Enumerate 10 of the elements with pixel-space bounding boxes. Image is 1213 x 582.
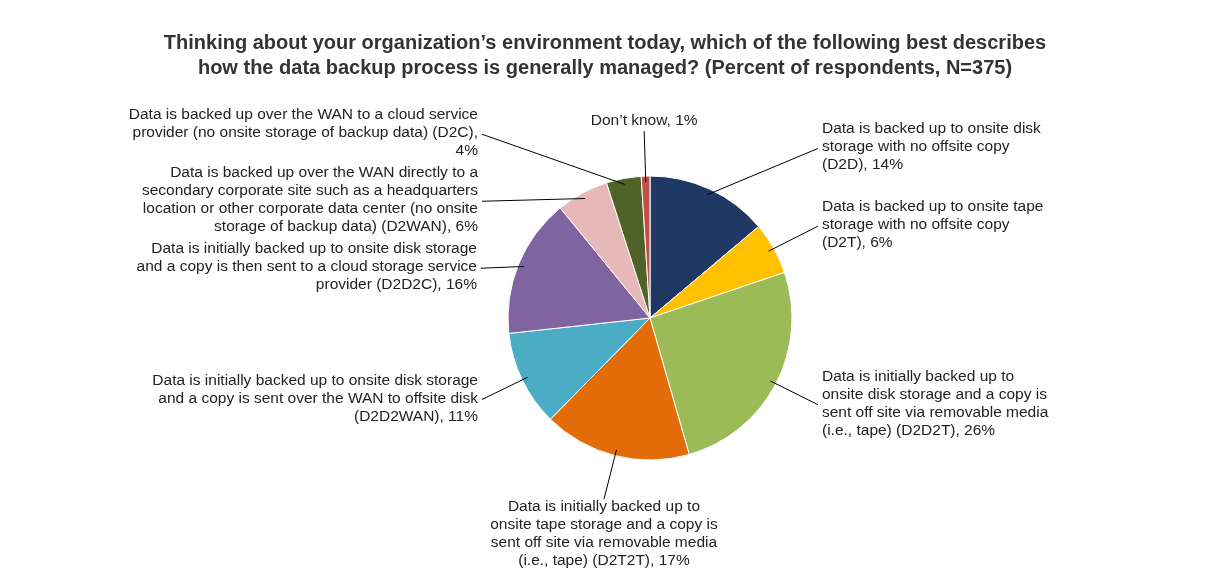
slice-label: Data is backed up over the WAN directly to a secondary corporate site such as a headquarters location or other corporate data center (no onsite storage of backup data) (D2WAN), 6% [141, 163, 479, 235]
slice-label: Data is backed up to onsite disk storage with no offsite copy (D2D), 14% [822, 119, 1042, 173]
slice-label: Data is initially backed up to onsite tape storage and a copy is sent off site via removable media (i.e., tape) (D2T2T), 17% [490, 497, 718, 569]
slice-label: Data is initially backed up to onsite disk storage and a copy is sent off site via removable media (i.e., tape) (D2D2T), 26% [822, 366, 1049, 438]
slice-label: Data is backed up to onsite tape storage with no offsite copy (D2T), 6% [822, 197, 1044, 251]
slice-label: Data is backed up over the WAN to a cloud service provider (no onsite storage of backup data) (D2C), 4% [128, 105, 479, 159]
slice-label: Data is initially backed up to onsite disk storage and a copy is then sent to a cloud storage service provider (D2D2C), 16% [136, 239, 478, 293]
slice-label: Don’t know, 1% [590, 111, 698, 129]
chart-title: Thinking about your organization’s environment today, which of the following best describes how the data backup process is generally managed? (Percent of respondents, N=375) [163, 31, 1047, 78]
slice-label: Data is initially backed up to onsite disk storage and a copy is sent over the WAN to offsite disk (D2D2WAN), 11% [152, 370, 479, 424]
